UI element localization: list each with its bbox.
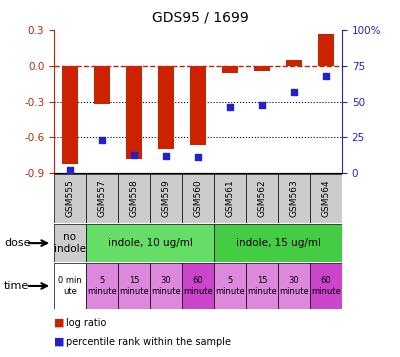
Text: 0 min
ute: 0 min ute <box>58 276 82 296</box>
Bar <box>54 174 86 223</box>
Text: GDS95 / 1699: GDS95 / 1699 <box>152 11 248 25</box>
Text: 15
minute: 15 minute <box>119 276 149 296</box>
Bar <box>158 66 174 149</box>
Text: GSM559: GSM559 <box>162 180 170 217</box>
Bar <box>222 66 238 73</box>
Text: ■: ■ <box>54 318 64 328</box>
Bar <box>62 66 78 164</box>
Text: log ratio: log ratio <box>66 318 106 328</box>
Text: ■: ■ <box>54 337 64 347</box>
Text: indole, 10 ug/ml: indole, 10 ug/ml <box>108 238 192 248</box>
Text: 5
minute: 5 minute <box>215 276 245 296</box>
Text: GSM562: GSM562 <box>258 180 266 217</box>
Bar <box>182 174 214 223</box>
Text: 30
minute: 30 minute <box>279 276 309 296</box>
Bar <box>182 263 214 309</box>
Text: GSM563: GSM563 <box>290 180 298 217</box>
Bar <box>86 263 118 309</box>
Bar <box>54 224 86 262</box>
Bar <box>214 263 246 309</box>
Text: 30
minute: 30 minute <box>151 276 181 296</box>
Bar <box>86 224 214 262</box>
Text: GSM561: GSM561 <box>226 180 234 217</box>
Text: GSM558: GSM558 <box>130 180 138 217</box>
Point <box>227 105 233 110</box>
Bar <box>310 263 342 309</box>
Bar <box>214 174 246 223</box>
Bar <box>214 224 342 262</box>
Text: 60
minute: 60 minute <box>183 276 213 296</box>
Point <box>323 73 329 79</box>
Point <box>131 152 137 157</box>
Point <box>67 167 73 173</box>
Bar <box>54 263 86 309</box>
Text: percentile rank within the sample: percentile rank within the sample <box>66 337 231 347</box>
Bar <box>190 66 206 145</box>
Bar <box>310 174 342 223</box>
Bar <box>94 66 110 104</box>
Point <box>291 89 297 95</box>
Text: no
indole: no indole <box>54 232 86 254</box>
Text: GSM560: GSM560 <box>194 180 202 217</box>
Point <box>99 137 105 143</box>
Text: 15
minute: 15 minute <box>247 276 277 296</box>
Point <box>195 155 201 160</box>
Point <box>259 102 265 107</box>
Text: 5
minute: 5 minute <box>87 276 117 296</box>
Text: dose: dose <box>4 238 30 248</box>
Bar <box>254 66 270 71</box>
Bar <box>118 174 150 223</box>
Bar <box>278 263 310 309</box>
Point <box>163 153 169 159</box>
Bar <box>126 66 142 159</box>
Bar <box>246 263 278 309</box>
Bar <box>150 174 182 223</box>
Bar <box>286 60 302 66</box>
Bar <box>278 174 310 223</box>
Text: GSM564: GSM564 <box>322 180 330 217</box>
Text: GSM555: GSM555 <box>66 180 74 217</box>
Bar <box>150 263 182 309</box>
Bar <box>246 174 278 223</box>
Text: time: time <box>4 281 29 291</box>
Bar <box>118 263 150 309</box>
Text: indole, 15 ug/ml: indole, 15 ug/ml <box>236 238 320 248</box>
Bar <box>318 34 334 66</box>
Bar <box>86 174 118 223</box>
Text: GSM557: GSM557 <box>98 180 106 217</box>
Text: 60
minute: 60 minute <box>311 276 341 296</box>
